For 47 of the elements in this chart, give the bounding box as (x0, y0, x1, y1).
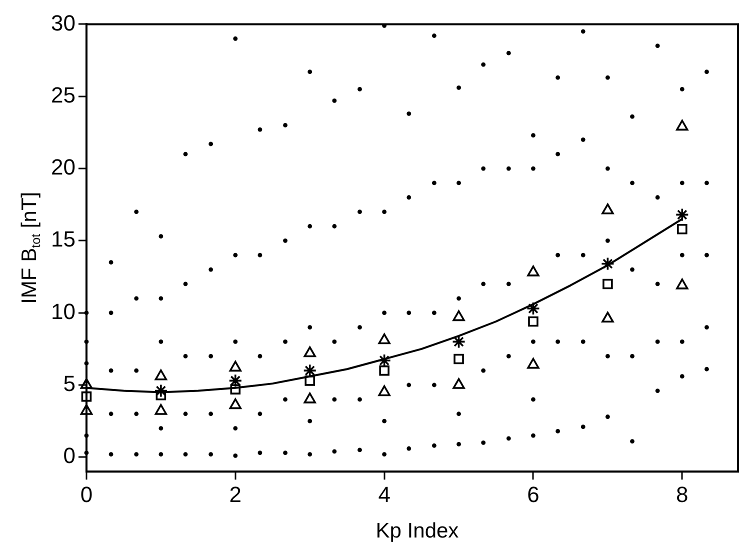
point (304, 346, 316, 358)
point (676, 278, 688, 290)
point (452, 334, 466, 349)
point (302, 364, 317, 378)
point (229, 398, 242, 410)
point (600, 256, 615, 271)
y-tick-label: 15 (50, 226, 76, 252)
point (379, 365, 390, 376)
point (378, 385, 390, 396)
x-tick-label: 2 (229, 482, 242, 507)
point (527, 266, 540, 276)
point (602, 312, 614, 323)
point (602, 203, 614, 214)
point (228, 374, 242, 388)
point (304, 376, 315, 386)
x-axis-title: Kp Index (376, 519, 460, 542)
y-tick-label: 5 (63, 371, 76, 396)
point (676, 120, 688, 131)
y-axis-title: IMF Btot [nT] (18, 192, 43, 304)
point (454, 354, 464, 364)
point (377, 354, 392, 368)
point (527, 358, 540, 369)
point (378, 333, 390, 344)
y-tick-label: 30 (50, 10, 76, 36)
point (452, 310, 465, 322)
point (526, 302, 540, 316)
y-tick-label: 20 (50, 154, 76, 180)
point (675, 208, 690, 222)
point (230, 384, 241, 394)
point (154, 369, 168, 380)
point (81, 391, 92, 402)
y-tick-label: 10 (50, 298, 76, 324)
y-tick-label: 0 (63, 443, 76, 468)
x-tick-label: 4 (378, 482, 390, 507)
point (154, 404, 168, 415)
x-tick-label: 6 (527, 482, 540, 507)
point (154, 384, 168, 398)
point (229, 360, 242, 372)
x-tick-label: 0 (80, 482, 93, 507)
point (80, 404, 93, 415)
point (677, 224, 688, 234)
point (304, 392, 316, 404)
point (602, 278, 613, 290)
y-tick-label: 25 (50, 82, 76, 108)
x-tick-label: 8 (676, 482, 688, 507)
point (528, 316, 538, 327)
point (452, 378, 465, 389)
